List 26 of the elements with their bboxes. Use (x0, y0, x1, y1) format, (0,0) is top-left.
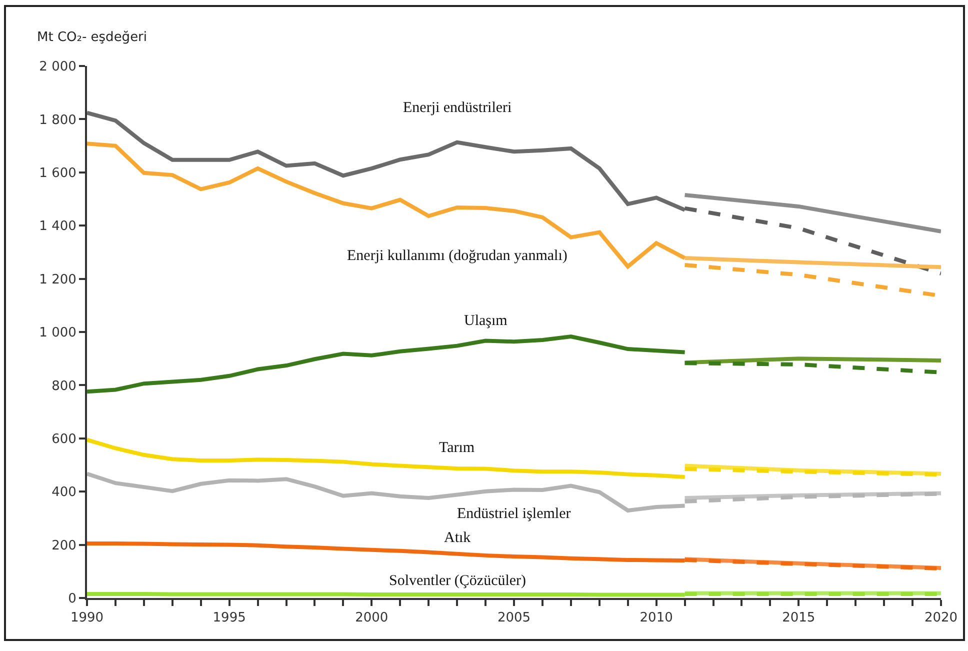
x-tick-label: 2015 (782, 610, 816, 626)
y-tick-label: 200 (52, 538, 76, 554)
y-tick-label: 1 400 (39, 219, 76, 234)
y-tick-label: 400 (52, 485, 76, 500)
series-label: Ulaşım (464, 313, 508, 329)
y-tick-label: 800 (52, 378, 76, 394)
y-tick-label: 0 (68, 592, 76, 607)
y-tick-label: 600 (52, 432, 76, 447)
y-tick-label: 1 800 (39, 112, 76, 128)
y-tick-label: 1 000 (39, 326, 76, 341)
x-tick-label: 2005 (497, 610, 531, 626)
series-label: Tarım (439, 440, 475, 456)
x-tick-label: 1990 (70, 610, 104, 626)
x-tick-label: 2010 (640, 610, 673, 626)
y-tick-label: 2 000 (39, 60, 76, 75)
text: Enerji endüstrileri (403, 100, 512, 116)
x-tick-label: 1995 (212, 610, 246, 626)
y-tick-label: 1 600 (39, 166, 76, 181)
series-label: Enerji kullanımı (doğrudan yanmalı) (347, 248, 568, 264)
y-tick-label: 1 200 (39, 272, 76, 288)
y-axis-title: Mt CO₂- eşdeğeri (37, 30, 148, 45)
series-label: Solventler (Çözücüler) (389, 573, 526, 589)
x-tick-label: 2020 (924, 610, 958, 626)
x-tick-label: 2000 (355, 610, 388, 626)
series-label: Endüstriel işlemler (457, 506, 571, 522)
series-label: Atık (444, 530, 472, 546)
